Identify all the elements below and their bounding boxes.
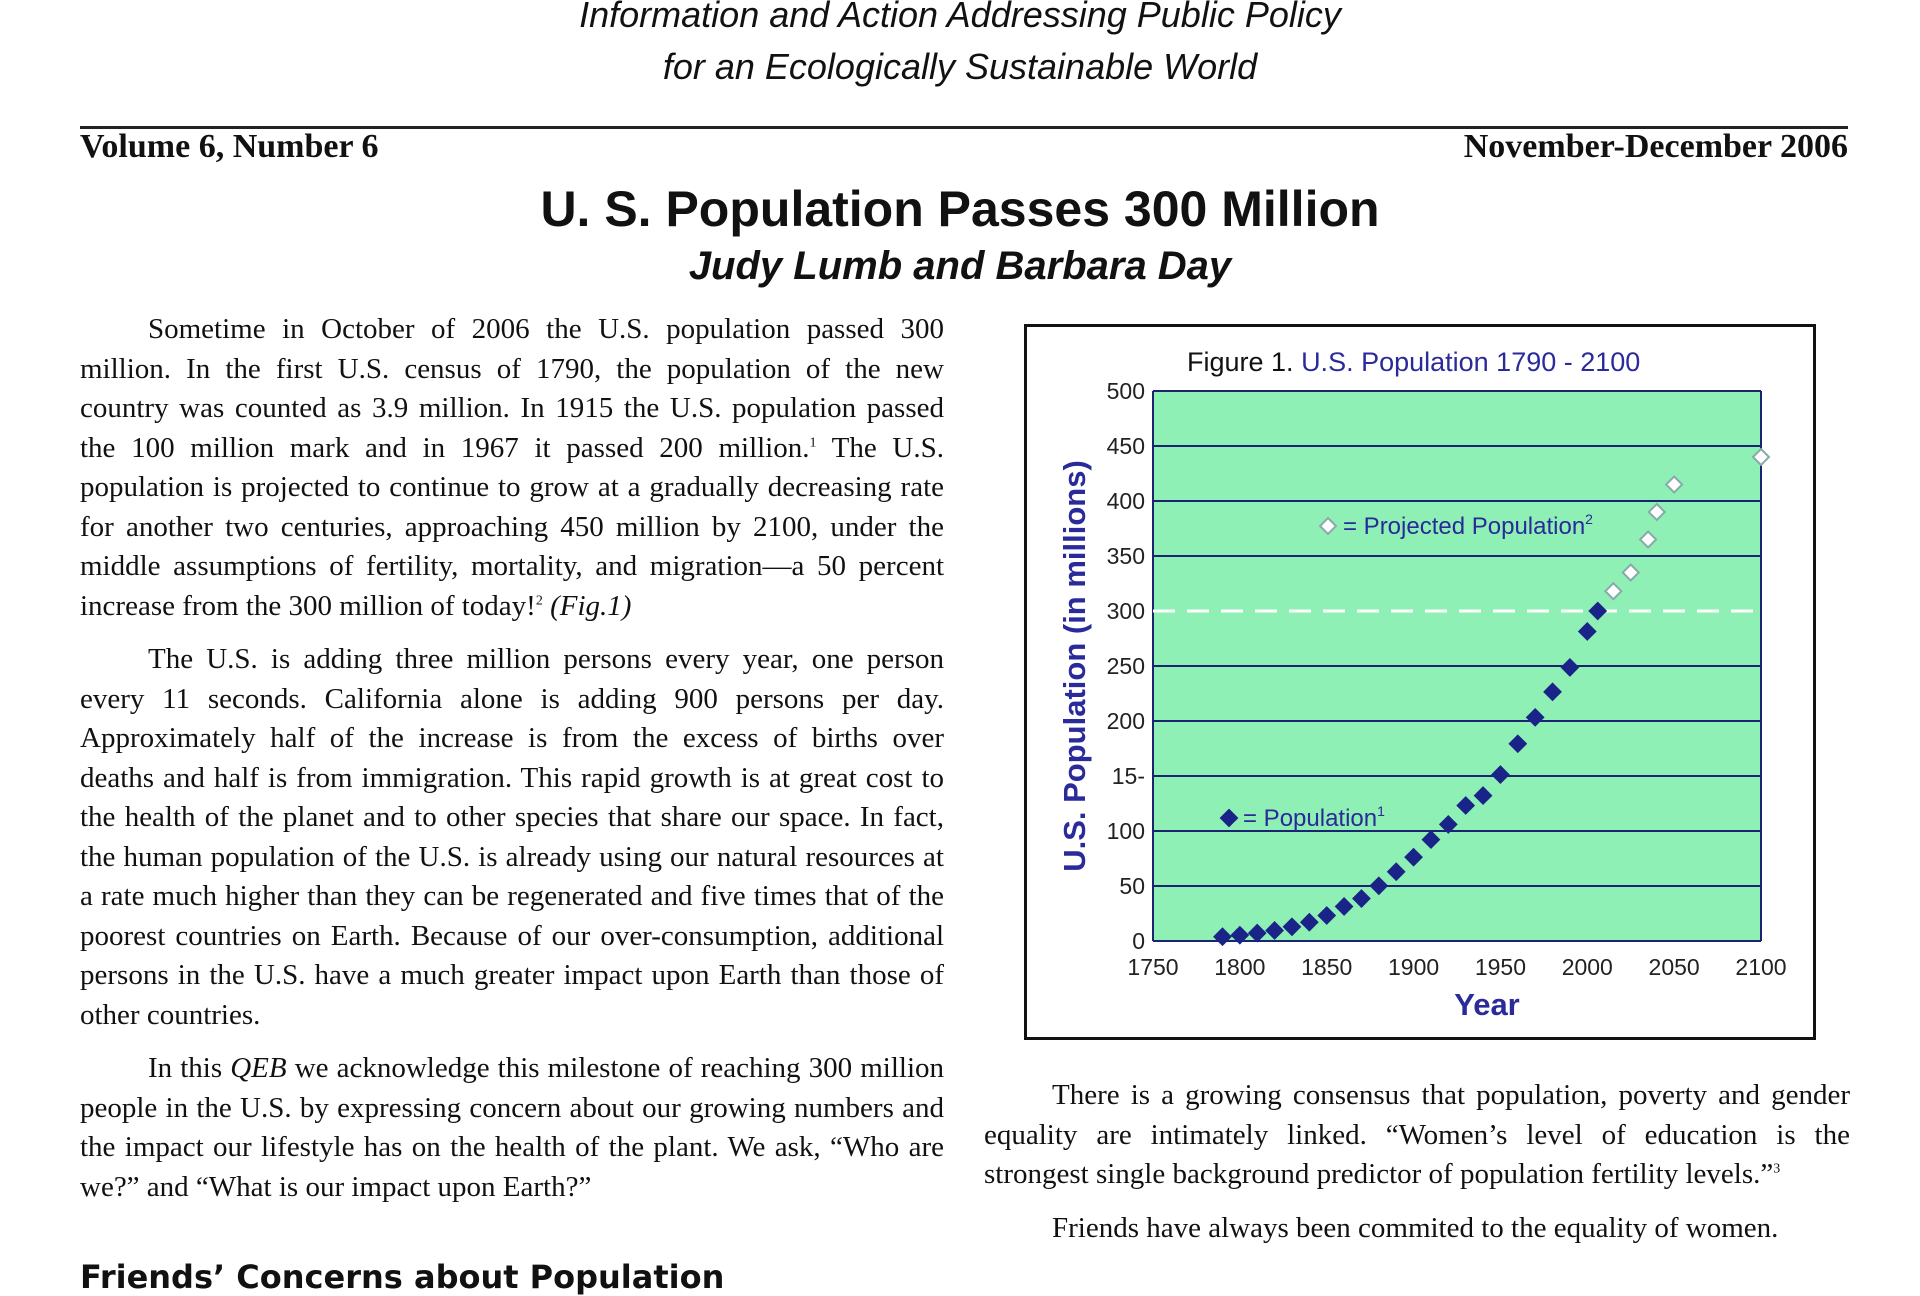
- figure-reference: (Fig.1): [550, 589, 632, 622]
- x-tick-label: 2050: [1649, 954, 1700, 980]
- issue-date: November-December 2006: [1463, 128, 1848, 165]
- population-point: [1265, 921, 1285, 940]
- population-point: [1369, 876, 1389, 896]
- population-point: [1299, 912, 1319, 932]
- paragraph-1: Sometime in October of 2006 the U.S. pop…: [80, 310, 944, 626]
- y-tick-label: 300: [1107, 598, 1145, 624]
- population-chart: Figure 1. U.S. Population 1790 - 2100 0 50…: [1057, 347, 1787, 1022]
- population-point: [1230, 925, 1250, 945]
- x-axis-label: Year: [1454, 987, 1520, 1022]
- masthead-tagline-line2: for an Ecologically Sustainable World: [662, 46, 1258, 87]
- projected-point: [1621, 563, 1641, 582]
- y-tick-label: 0: [1132, 928, 1145, 954]
- x-tick-label: 1850: [1301, 954, 1352, 980]
- paragraph-2: The U.S. is adding three million persons…: [80, 643, 944, 1031]
- population-point: [1456, 796, 1476, 815]
- legend-projected-label: = Projected Population2: [1343, 511, 1593, 540]
- projected-point: [1638, 530, 1658, 549]
- population-point: [1560, 658, 1580, 677]
- population-point: [1577, 622, 1597, 641]
- right-column: There is a growing consensus that popula…: [984, 1076, 1850, 1262]
- projected-point: [1647, 502, 1667, 522]
- legend-population-text: = Population: [1243, 805, 1377, 832]
- population-point: [1282, 917, 1302, 937]
- x-tick-label: 1750: [1127, 954, 1178, 980]
- chart-title-prefix: Figure 1.: [1187, 347, 1301, 377]
- y-tick-label: 400: [1107, 488, 1145, 514]
- paragraph-5: Friends have always been commited to the…: [1052, 1211, 1779, 1244]
- population-point: [1213, 927, 1232, 947]
- paragraph-3-text-a: In this: [148, 1052, 231, 1084]
- paragraph-3-text-b: we acknowledge this milestone of reachin…: [80, 1052, 945, 1203]
- paragraph-3: In this QEB we acknowledge this mileston…: [80, 1049, 944, 1207]
- x-tick-label: 1900: [1388, 954, 1439, 980]
- legend-projected-text: = Projected Population: [1343, 513, 1585, 540]
- population-point: [1334, 897, 1354, 916]
- legend-population-label: = Population1: [1243, 803, 1385, 832]
- paragraph-4-text: There is a growing consensus that popula…: [984, 1079, 1850, 1190]
- x-tick-label: 1950: [1475, 954, 1526, 980]
- paragraph-1-text-b: The U.S. population is projected to cont…: [80, 431, 944, 622]
- y-tick-label: 450: [1107, 433, 1145, 459]
- qeb-italic: QEB: [230, 1052, 287, 1084]
- masthead-divider: [80, 126, 1848, 129]
- population-point: [1438, 814, 1458, 834]
- population-point: [1525, 707, 1545, 727]
- legend-projected-marker: [1318, 516, 1338, 536]
- population-point: [1543, 682, 1562, 702]
- article-byline: Judy Lumb and Barbara Day: [688, 244, 1232, 288]
- y-tick-label: 250: [1107, 653, 1145, 679]
- y-tick-label: 350: [1107, 543, 1145, 569]
- legend-population-marker: [1219, 808, 1239, 828]
- legend-population-sup: 1: [1377, 803, 1385, 819]
- y-axis-label: U.S. Population (in millions): [1057, 460, 1092, 872]
- footnote-ref-2[interactable]: 2: [535, 592, 543, 608]
- masthead-tagline-line1: Information and Action Addressing Public…: [579, 0, 1341, 35]
- figure-1: Figure 1. U.S. Population 1790 - 2100 0 50…: [1024, 324, 1816, 1040]
- footnote-ref-3[interactable]: 3: [1773, 1161, 1781, 1177]
- y-tick-label: 15-: [1112, 763, 1145, 789]
- population-point: [1352, 889, 1371, 908]
- y-tick-label: 50: [1119, 873, 1145, 899]
- article-headline: U. S. Population Passes 300 Million: [540, 181, 1380, 237]
- footnote-ref-1[interactable]: 1: [809, 434, 817, 450]
- chart-title: Figure 1. U.S. Population 1790 - 2100: [1187, 347, 1640, 377]
- population-point: [1317, 906, 1337, 925]
- population-point: [1421, 830, 1441, 849]
- section-heading: Friends’ Concerns about Population: [80, 1258, 725, 1296]
- issue-volume: Volume 6, Number 6: [80, 128, 379, 165]
- x-tick-label: 1800: [1214, 954, 1265, 980]
- legend-projected-sup: 2: [1585, 511, 1593, 527]
- population-point: [1386, 862, 1406, 882]
- y-tick-label: 200: [1107, 708, 1145, 734]
- paragraph-4: There is a growing consensus that popula…: [984, 1076, 1850, 1195]
- left-column: Sometime in October of 2006 the U.S. pop…: [80, 310, 944, 1221]
- projected-point: [1664, 475, 1684, 494]
- x-tick-label: 2000: [1562, 954, 1613, 980]
- population-point: [1491, 765, 1510, 784]
- population-point: [1247, 923, 1267, 943]
- chart-title-text: U.S. Population 1790 - 2100: [1301, 347, 1640, 377]
- population-point: [1404, 847, 1423, 867]
- population-point: [1508, 734, 1528, 754]
- population-point: [1588, 601, 1608, 621]
- projected-point: [1603, 581, 1623, 601]
- x-tick-label: 2100: [1735, 954, 1786, 980]
- population-point: [1473, 786, 1493, 805]
- y-tick-label: 100: [1107, 818, 1145, 844]
- projected-point: [1751, 447, 1771, 467]
- y-tick-label: 500: [1107, 378, 1145, 404]
- paragraph-1-text-a: Sometime in October of 2006 the U.S. pop…: [80, 313, 944, 464]
